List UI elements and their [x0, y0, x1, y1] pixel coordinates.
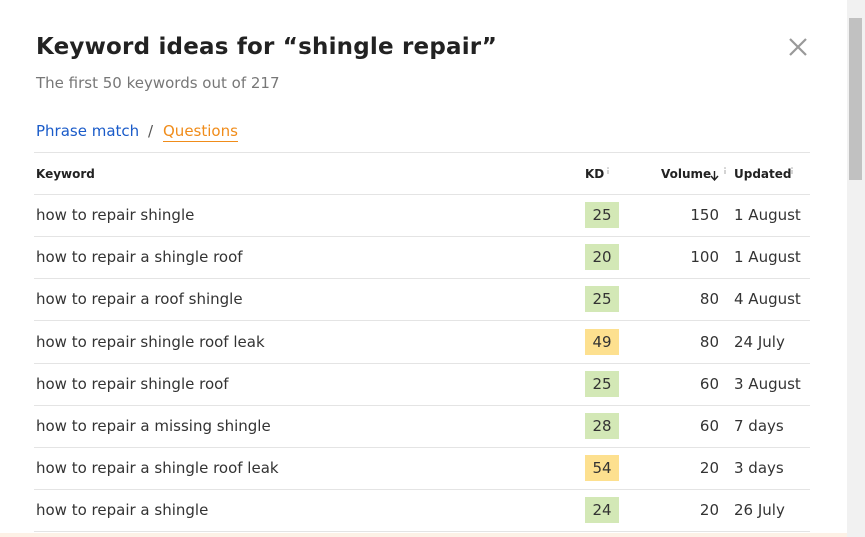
- column-header[interactable]: KD: [585, 167, 605, 181]
- row-divider: [34, 236, 810, 237]
- column-header[interactable]: Updated: [734, 167, 792, 181]
- close-button[interactable]: [788, 37, 808, 57]
- column-header[interactable]: Volume: [661, 167, 712, 181]
- volume: 80: [699, 332, 719, 351]
- volume: 150: [690, 206, 719, 224]
- row-divider: [34, 278, 810, 279]
- volume: 60: [699, 417, 719, 435]
- volume: 20: [699, 459, 719, 478]
- updated: 26 July: [734, 501, 785, 520]
- row-divider: [34, 447, 810, 448]
- divider: [34, 194, 810, 195]
- info-icon[interactable]: [790, 167, 794, 175]
- keyword: how to repair shingle: [36, 206, 195, 224]
- divider: [34, 152, 810, 153]
- kd-badge: 25: [585, 286, 619, 313]
- kd-badge: 24: [585, 497, 619, 524]
- row-divider: [34, 531, 810, 532]
- keyword: how to repair a missing shingle: [36, 417, 271, 435]
- row-divider: [34, 320, 810, 321]
- sort-arrow[interactable]: [710, 171, 719, 181]
- updated: 1 August: [734, 206, 801, 224]
- row-divider: [34, 363, 810, 364]
- footer-strip: [0, 533, 847, 537]
- keyword: how to repair a shingle: [36, 501, 209, 520]
- kd-badge: 25: [585, 202, 619, 228]
- volume: 100: [690, 248, 719, 267]
- keyword: how to repair a shingle roof leak: [36, 459, 279, 478]
- tab-separator: /: [148, 122, 154, 140]
- column-header[interactable]: Keyword: [36, 167, 95, 181]
- info-icon[interactable]: [606, 167, 610, 175]
- title: Keyword ideas for “shingle repair”: [36, 34, 498, 60]
- updated: 3 August: [734, 374, 801, 393]
- kd-badge: 20: [585, 244, 619, 271]
- keyword: how to repair shingle roof: [36, 374, 229, 393]
- tab-active[interactable]: Questions: [163, 122, 238, 142]
- keyword: how to repair a shingle roof: [36, 248, 243, 267]
- tab[interactable]: Phrase match: [36, 122, 140, 140]
- row-divider: [34, 405, 810, 406]
- kd-badge: 54: [585, 455, 619, 482]
- volume: 60: [699, 374, 719, 393]
- row-divider: [34, 489, 810, 490]
- updated: 7 days: [734, 417, 784, 435]
- kd-badge: 25: [585, 370, 619, 397]
- updated: 1 August: [734, 248, 801, 267]
- volume: 20: [699, 501, 719, 520]
- info-icon[interactable]: [723, 167, 727, 175]
- keyword: how to repair a roof shingle: [36, 290, 243, 309]
- kd-badge: 49: [585, 328, 619, 355]
- subtitle: The first 50 keywords out of 217: [36, 74, 280, 92]
- kd-badge: 28: [585, 413, 619, 439]
- scrollbar-thumb[interactable]: [849, 18, 862, 180]
- updated: 24 July: [734, 332, 785, 351]
- volume: 80: [699, 290, 719, 309]
- updated: 3 days: [734, 459, 784, 478]
- updated: 4 August: [734, 290, 801, 309]
- keyword: how to repair shingle roof leak: [36, 332, 265, 351]
